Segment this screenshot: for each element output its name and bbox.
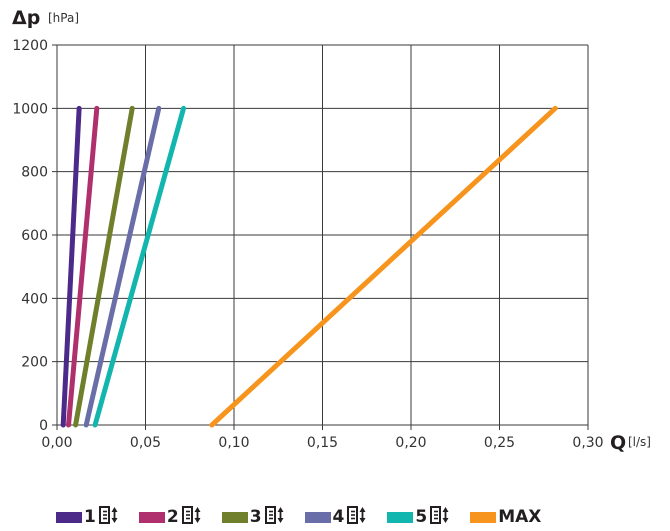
tick-labels: 0,00 0,05 0,10 0,15 0,20 0,25 0,30 0 200 400 600 80… [12,38,603,451]
y-tick-label: 1000 [12,101,48,117]
x-tick-label: 0,30 [572,435,603,451]
legend-label: 2 [166,507,179,527]
y-tick-label: 800 [21,165,48,181]
legend-label: 1 [84,507,96,527]
legend-swatch [387,511,414,523]
legend-label: MAX [498,507,542,527]
legend-label: 4 [332,507,345,527]
legend-item-4: 4 [304,505,368,529]
legend: 1 2 3 4 5 MAX [56,505,541,529]
y-axis-unit: [hPa] [48,11,79,25]
stepper-icon [430,505,450,529]
legend-swatch [221,511,248,523]
legend-item-3: 3 [221,505,285,529]
data-series [60,105,558,428]
y-tick-label: 0 [39,418,48,434]
x-tick-label: 0,25 [484,435,515,451]
legend-swatch [304,511,331,523]
y-tick-label: 1200 [12,38,48,54]
y-tick-label: 400 [21,291,48,307]
x-tick-label: 0,20 [395,435,426,451]
series-line-5 [92,105,187,428]
legend-swatch [138,511,165,523]
stepper-icon [181,505,202,529]
series-line-1 [60,105,82,428]
legend-item-max: MAX [470,507,541,527]
stepper-icon [264,505,285,529]
stepper-icon [98,505,119,529]
series-line-4 [83,105,162,428]
legend-item-5: 5 [387,505,450,529]
legend-swatch [56,511,82,523]
grid-lines [52,44,589,430]
chart-plot: 0,00 0,05 0,10 0,15 0,20 0,25 0,30 0 200 400 600 80… [12,7,651,454]
x-tick-label: 0,10 [218,435,249,451]
legend-label: 3 [249,507,262,527]
legend-item-1: 1 [56,505,119,529]
y-axis-label: Δp [12,7,40,29]
y-tick-label: 600 [21,228,48,244]
x-axis-label: Q [610,432,626,454]
series-line-2 [66,105,100,428]
x-axis-unit: [l/s] [628,435,651,449]
y-tick-label: 200 [21,355,48,371]
legend-label: 5 [415,507,428,527]
x-tick-label: 0,05 [130,435,161,451]
legend-item-2: 2 [138,505,202,529]
series-line-max [209,105,558,428]
x-tick-label: 0,00 [41,435,72,451]
x-tick-label: 0,15 [307,435,338,451]
series-line-3 [73,105,135,428]
legend-swatch [470,511,497,523]
stepper-icon [347,505,367,529]
